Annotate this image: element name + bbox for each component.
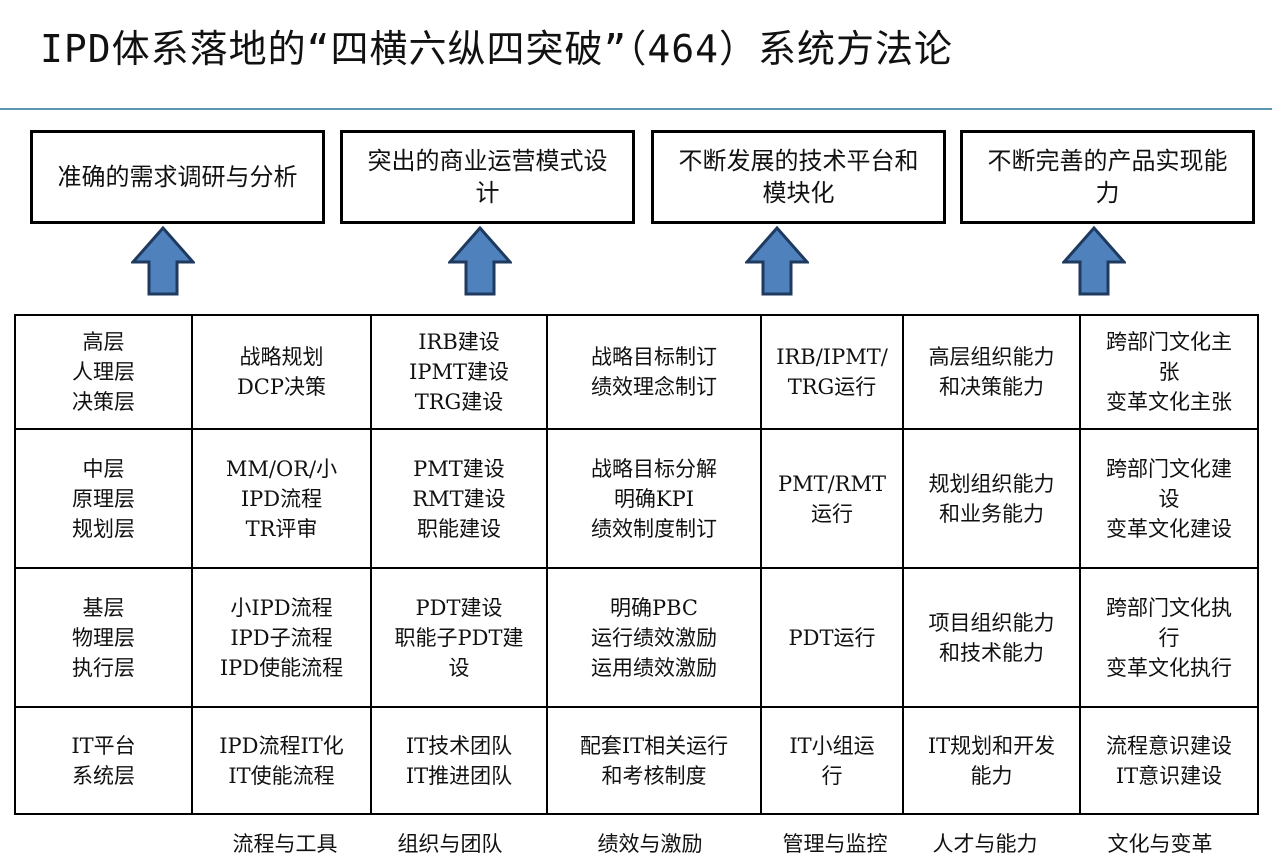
column-label: 流程与工具 bbox=[232, 832, 338, 856]
breakthrough-label: 准确的需求调研与分析 bbox=[57, 163, 298, 191]
table-cell: IT技术团队 IT推进团队 bbox=[370, 706, 548, 815]
table-cell: PMT/RMT 运行 bbox=[760, 428, 904, 569]
table-cell: PMT建设 RMT建设 职能建设 bbox=[370, 428, 548, 569]
table-cell: 战略目标分解 明确KPI 绩效制度制订 bbox=[546, 428, 762, 569]
table-cell: 战略规划 DCP决策 bbox=[191, 314, 372, 430]
breakthrough-box: 突出的商业运营模式设计 bbox=[340, 130, 635, 224]
table-cell: 跨部门文化执 行 变革文化执行 bbox=[1079, 567, 1259, 708]
table-row: 基层 物理层 执行层 小IPD流程 IPD子流程 IPD使能流程 PDT建设 职能子… bbox=[14, 567, 1259, 708]
layer-cell: 高层 人理层 决策层 bbox=[14, 314, 193, 430]
table-row: IT平台 系统层 IPD流程IT化 IT使能流程 IT技术团队 IT推进团队 配套IT… bbox=[14, 706, 1259, 815]
table-cell: IT规划和开发 能力 bbox=[902, 706, 1081, 815]
table-cell: PDT运行 bbox=[760, 567, 904, 708]
table-cell: MM/OR/小 IPD流程 TR评审 bbox=[191, 428, 372, 569]
column-label: 组织与团队 bbox=[397, 832, 503, 856]
table-cell: PDT建设 职能子PDT建 设 bbox=[370, 567, 548, 708]
table-cell: 跨部门文化建 设 变革文化建设 bbox=[1079, 428, 1259, 569]
table-cell: 流程意识建设 IT意识建设 bbox=[1079, 706, 1259, 815]
up-arrow-icon bbox=[131, 226, 195, 296]
column-label: 人才与能力 bbox=[932, 832, 1038, 856]
title-divider bbox=[0, 108, 1272, 110]
table-cell: IRB/IPMT/ TRG运行 bbox=[760, 314, 904, 430]
page-title: IPD体系落地的“四横六纵四突破”（464）系统方法论 bbox=[40, 27, 954, 71]
breakthrough-box: 准确的需求调研与分析 bbox=[30, 130, 325, 224]
table-cell: 跨部门文化主 张 变革文化主张 bbox=[1079, 314, 1259, 430]
table-cell: IT小组运 行 bbox=[760, 706, 904, 815]
up-arrow-icon bbox=[745, 226, 809, 296]
table-cell: 项目组织能力 和技术能力 bbox=[902, 567, 1081, 708]
matrix-table: 高层 人理层 决策层 战略规划 DCP决策 IRB建设 IPMT建设 TRG建设 战略… bbox=[14, 314, 1259, 815]
table-cell: 小IPD流程 IPD子流程 IPD使能流程 bbox=[191, 567, 372, 708]
table-cell: IPD流程IT化 IT使能流程 bbox=[191, 706, 372, 815]
table-cell: IRB建设 IPMT建设 TRG建设 bbox=[370, 314, 548, 430]
breakthrough-box: 不断完善的产品实现能力 bbox=[960, 130, 1255, 224]
layer-cell: 中层 原理层 规划层 bbox=[14, 428, 193, 569]
breakthrough-label: 不断发展的技术平台和模块化 bbox=[678, 147, 919, 207]
table-cell: 战略目标制订 绩效理念制订 bbox=[546, 314, 762, 430]
column-label: 绩效与激励 bbox=[597, 832, 703, 856]
table-row: 高层 人理层 决策层 战略规划 DCP决策 IRB建设 IPMT建设 TRG建设 战略… bbox=[14, 314, 1259, 430]
breakthrough-label: 不断完善的产品实现能力 bbox=[987, 147, 1228, 207]
table-cell: 明确PBC 运行绩效激励 运用绩效激励 bbox=[546, 567, 762, 708]
layer-cell: 基层 物理层 执行层 bbox=[14, 567, 193, 708]
layer-cell: IT平台 系统层 bbox=[14, 706, 193, 815]
table-cell: 配套IT相关运行 和考核制度 bbox=[546, 706, 762, 815]
up-arrow-icon bbox=[448, 226, 512, 296]
up-arrow-icon bbox=[1062, 226, 1126, 296]
breakthrough-box: 不断发展的技术平台和模块化 bbox=[651, 130, 946, 224]
breakthrough-label: 突出的商业运营模式设计 bbox=[367, 147, 608, 207]
table-row: 中层 原理层 规划层 MM/OR/小 IPD流程 TR评审 PMT建设 RMT建设 … bbox=[14, 428, 1259, 569]
column-label: 文化与变革 bbox=[1107, 832, 1213, 856]
column-label: 管理与监控 bbox=[782, 832, 888, 856]
table-cell: 高层组织能力 和决策能力 bbox=[902, 314, 1081, 430]
table-cell: 规划组织能力 和业务能力 bbox=[902, 428, 1081, 569]
